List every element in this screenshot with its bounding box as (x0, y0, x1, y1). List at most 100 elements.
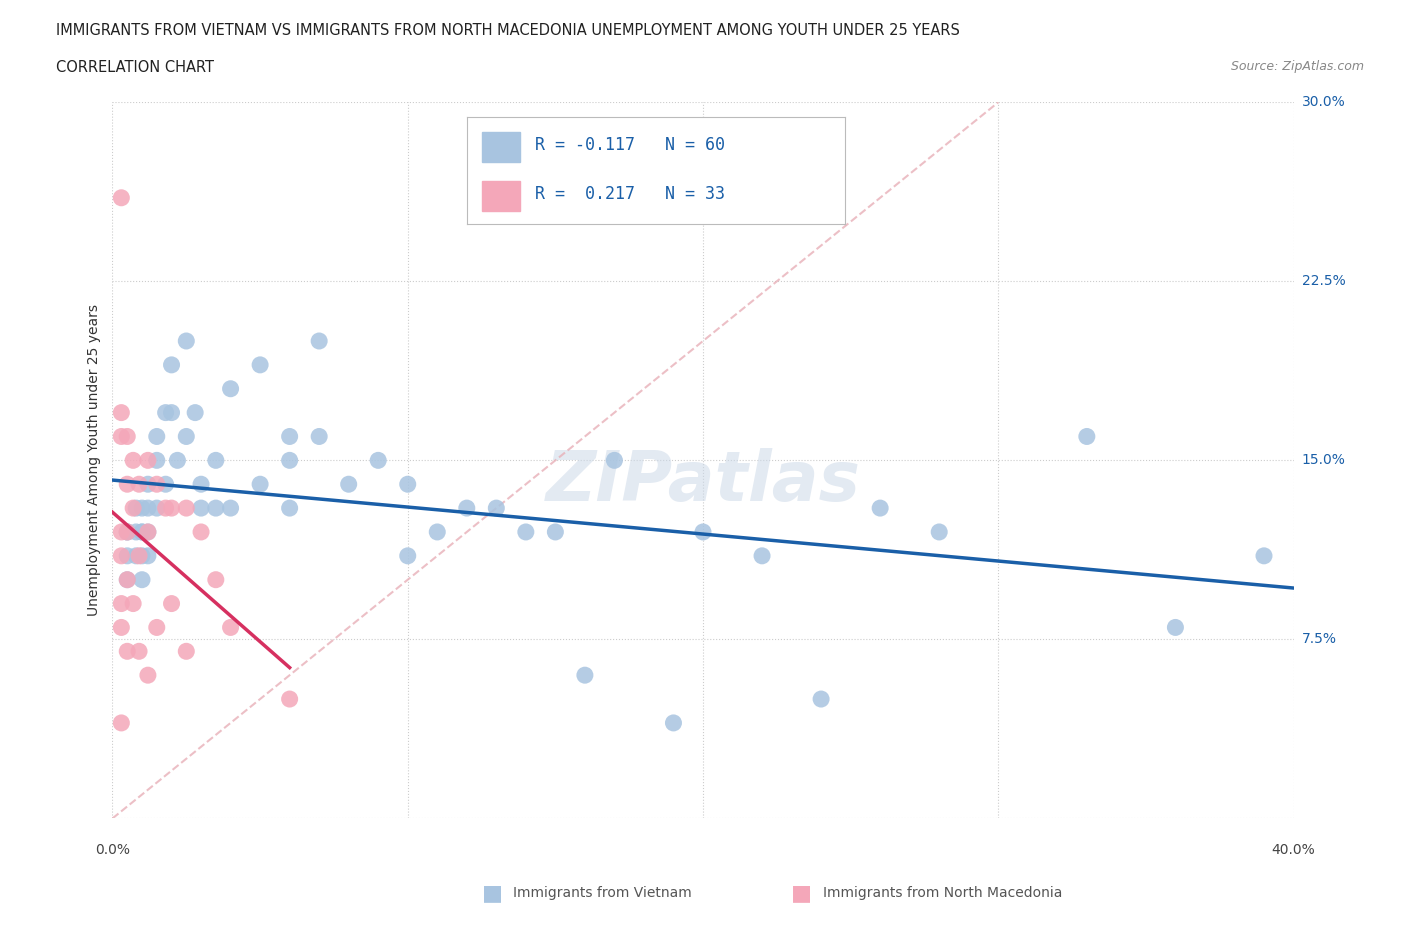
Point (146, 477, 169, 492)
Point (308, 429, 330, 444)
Point (174, 644, 197, 658)
Point (155, 500, 177, 515)
Point (692, 525, 714, 539)
Point (160, 596, 183, 611)
Point (117, 644, 138, 658)
Point (751, 549, 773, 564)
Point (544, 525, 567, 539)
Y-axis label: Unemployment Among Youth under 25 years: Unemployment Among Youth under 25 years (87, 304, 101, 617)
Point (117, 525, 138, 539)
Text: CORRELATION CHART: CORRELATION CHART (56, 60, 214, 75)
Point (131, 500, 153, 515)
Point (219, 381, 242, 396)
Point (190, 525, 212, 539)
Point (426, 525, 449, 539)
Point (136, 477, 159, 492)
Point (278, 692, 301, 707)
Point (117, 525, 138, 539)
Point (603, 453, 626, 468)
Point (110, 429, 132, 444)
Point (117, 477, 138, 492)
Point (174, 334, 197, 349)
Point (136, 668, 159, 683)
Point (128, 549, 150, 564)
Point (160, 357, 183, 372)
Point (131, 525, 153, 539)
Point (1076, 429, 1098, 444)
Point (117, 429, 138, 444)
Point (278, 429, 301, 444)
Point (1164, 620, 1187, 635)
Point (110, 191, 132, 206)
Point (110, 596, 132, 611)
Point (155, 405, 177, 420)
Point (155, 477, 177, 492)
Point (136, 525, 159, 539)
Point (110, 715, 132, 730)
Point (117, 572, 138, 587)
Text: ZIPatlas: ZIPatlas (546, 448, 860, 515)
Text: Immigrants from North Macedonia: Immigrants from North Macedonia (823, 885, 1062, 900)
Point (128, 644, 150, 658)
Point (125, 500, 148, 515)
Point (125, 525, 148, 539)
Text: ■: ■ (482, 883, 502, 903)
Point (456, 500, 478, 515)
Point (205, 453, 228, 468)
Point (146, 453, 169, 468)
Text: 15.0%: 15.0% (1302, 453, 1346, 468)
Point (125, 549, 148, 564)
Point (110, 405, 132, 420)
Point (396, 549, 419, 564)
Point (869, 500, 891, 515)
Point (146, 500, 169, 515)
Point (190, 477, 212, 492)
Point (184, 405, 207, 420)
Text: 7.5%: 7.5% (1302, 632, 1337, 646)
Point (128, 477, 150, 492)
Point (122, 453, 145, 468)
Point (810, 692, 832, 707)
Point (928, 525, 950, 539)
Point (662, 715, 685, 730)
Point (136, 549, 159, 564)
Point (308, 334, 330, 349)
Text: Immigrants from Vietnam: Immigrants from Vietnam (513, 885, 692, 900)
Point (160, 500, 183, 515)
Point (367, 453, 389, 468)
Point (122, 596, 145, 611)
Point (174, 500, 197, 515)
Point (249, 357, 271, 372)
Point (205, 572, 228, 587)
Point (122, 500, 145, 515)
Point (249, 477, 271, 492)
Point (278, 500, 301, 515)
Point (146, 620, 169, 635)
Text: 30.0%: 30.0% (1302, 95, 1346, 110)
Point (131, 525, 153, 539)
Point (136, 500, 159, 515)
Point (117, 549, 138, 564)
Point (110, 620, 132, 635)
Point (146, 429, 169, 444)
Point (278, 453, 301, 468)
Point (485, 500, 508, 515)
Point (1253, 549, 1275, 564)
Point (190, 500, 212, 515)
Point (574, 668, 596, 683)
Text: IMMIGRANTS FROM VIETNAM VS IMMIGRANTS FROM NORTH MACEDONIA UNEMPLOYMENT AMONG YO: IMMIGRANTS FROM VIETNAM VS IMMIGRANTS FR… (56, 23, 960, 38)
Point (205, 500, 228, 515)
Point (136, 525, 159, 539)
Text: Source: ZipAtlas.com: Source: ZipAtlas.com (1230, 60, 1364, 73)
Point (117, 525, 138, 539)
Text: 40.0%: 40.0% (1271, 844, 1316, 857)
Point (131, 572, 153, 587)
Point (396, 477, 419, 492)
Point (515, 525, 537, 539)
Text: ■: ■ (792, 883, 811, 903)
Point (110, 549, 132, 564)
Text: 0.0%: 0.0% (96, 844, 129, 857)
Point (337, 477, 360, 492)
Text: 22.5%: 22.5% (1302, 274, 1346, 288)
Point (219, 500, 242, 515)
